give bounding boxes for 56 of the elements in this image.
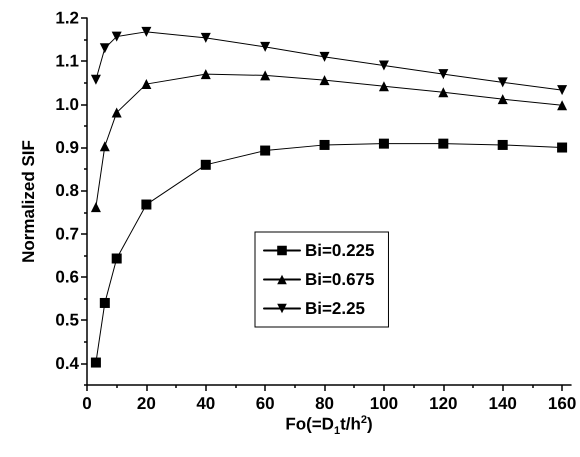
y-tick-label: 0.8 (55, 181, 79, 200)
legend-label: Bi=0.675 (305, 270, 374, 289)
point (141, 200, 152, 210)
point (141, 26, 152, 37)
legend-label: Bi=0.225 (305, 241, 374, 260)
y-tick-label: 1.0 (55, 94, 79, 114)
legend-label: Bi=2.25 (305, 299, 366, 318)
point (260, 146, 270, 156)
point (200, 69, 211, 80)
point (320, 52, 330, 62)
point (90, 74, 101, 85)
point (438, 138, 448, 149)
point (557, 142, 568, 153)
point (112, 32, 122, 42)
point (557, 85, 568, 96)
point (112, 108, 122, 118)
x-tick-label: 160 (548, 394, 576, 413)
y-tick-label: 1.1 (55, 52, 79, 71)
point (378, 81, 389, 92)
point (141, 79, 152, 90)
point (100, 298, 110, 308)
point (100, 43, 110, 54)
x-tick-label: 80 (315, 394, 334, 413)
x-tick-label: 0 (82, 394, 92, 413)
point (320, 75, 330, 86)
point (112, 253, 122, 264)
y-tick-label: 0.6 (55, 268, 79, 287)
point (90, 202, 101, 212)
y-tick-label: 0.5 (55, 310, 79, 330)
x-axis-title: Fo(=D$_{1}$t/h$^{2}$) (284, 414, 374, 438)
y-tick-label: 0.4 (55, 354, 80, 373)
point (260, 70, 270, 80)
x-tick-label: 40 (196, 394, 216, 413)
point (378, 60, 389, 70)
x-tick-label: 20 (136, 394, 156, 413)
point (90, 358, 101, 368)
y-axis-title: Normalized SIF (19, 140, 38, 263)
point (498, 77, 508, 88)
point (200, 32, 211, 43)
point (498, 140, 508, 150)
point (378, 138, 389, 149)
x-tick-label: 120 (429, 394, 458, 413)
x-tick-label: 100 (370, 394, 398, 413)
point (200, 160, 211, 170)
point (498, 94, 508, 104)
point (438, 87, 448, 98)
point (100, 141, 110, 152)
point (557, 100, 568, 110)
point (260, 42, 270, 52)
y-tick-label: 0.7 (55, 224, 79, 244)
y-tick-label: 1.2 (55, 8, 79, 28)
y-tick-label: 0.9 (55, 138, 79, 158)
x-tick-label: 140 (488, 394, 517, 413)
point (320, 140, 330, 150)
point (438, 69, 448, 80)
x-tick-label: 60 (256, 394, 275, 413)
